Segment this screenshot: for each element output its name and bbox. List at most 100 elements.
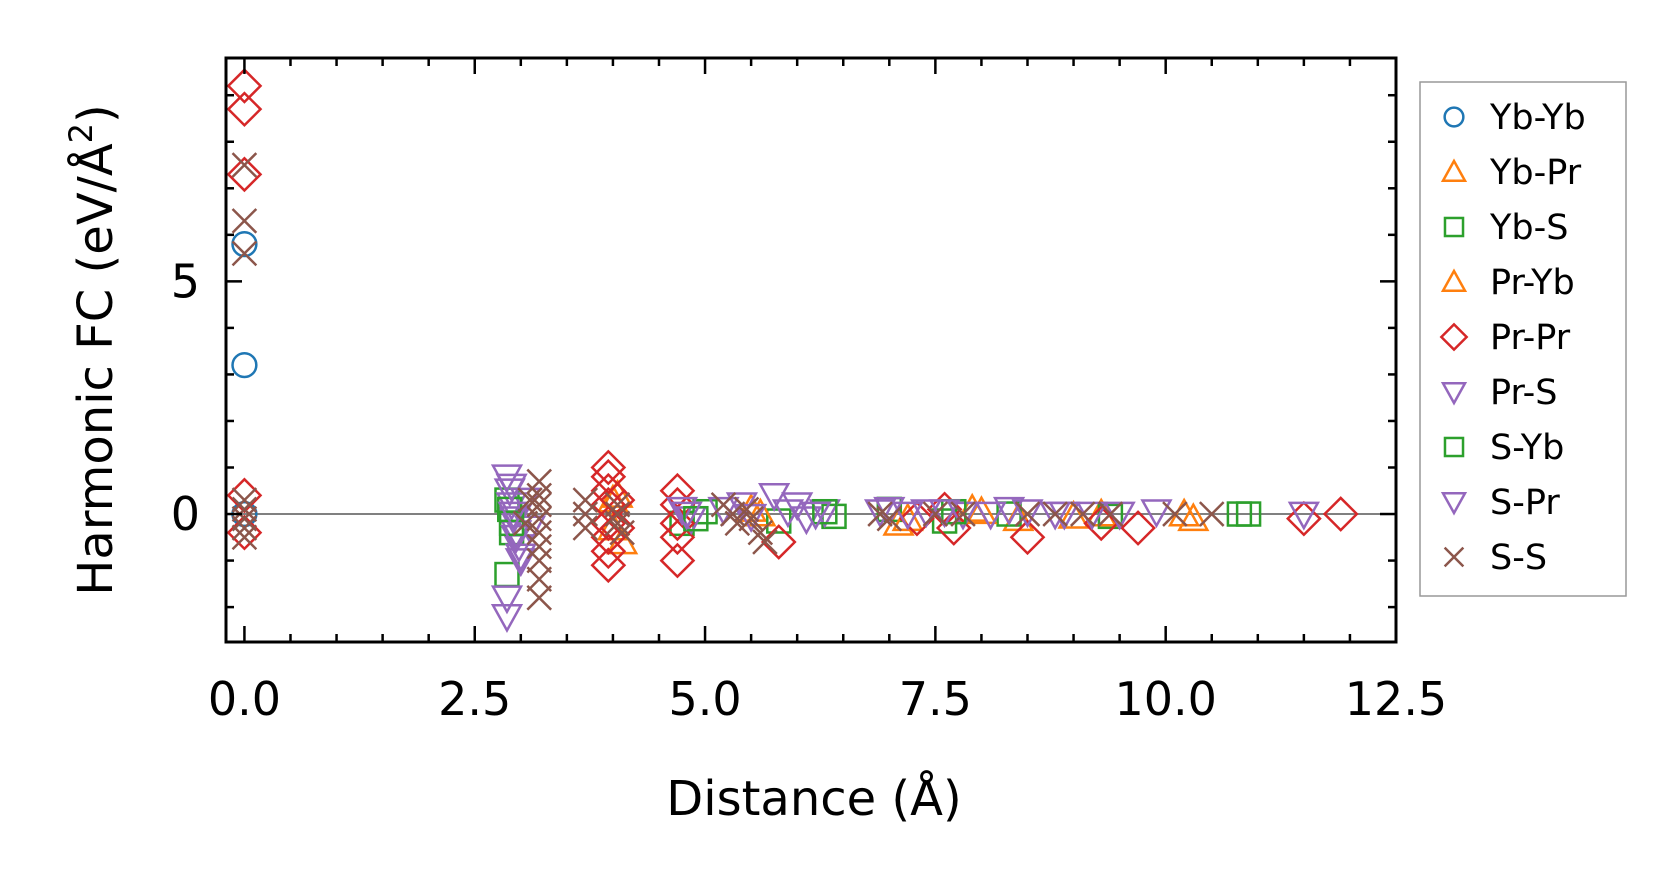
- point-s-s-0: [231, 152, 258, 178]
- point-pr-pr-21: [899, 500, 935, 537]
- point-s-s-36: [950, 501, 976, 527]
- point-s-pr-4: [670, 501, 703, 531]
- axis-ticks-layer: 0.0 2.5 5.0 7.5 10.0 12.5 0 5: [171, 58, 1447, 726]
- legend-marker-yb-pr: [1440, 158, 1468, 183]
- point-s-s-18: [512, 510, 539, 537]
- point-s-s-16: [526, 585, 553, 611]
- legend-label-s-s: S-S: [1490, 538, 1547, 578]
- point-s-s-33: [867, 501, 893, 527]
- point-yb-yb-0: [231, 230, 258, 258]
- point-s-s-22: [604, 491, 631, 518]
- y-axis-label-superscript: 2: [62, 123, 100, 143]
- point-pr-yb-0: [601, 478, 634, 508]
- point-yb-pr-7: [1177, 502, 1210, 532]
- point-s-s-24: [604, 510, 631, 537]
- legend-marker-s-pr: [1440, 491, 1468, 516]
- legend-label-yb-s: Yb-S: [1489, 208, 1568, 248]
- point-s-s-3: [231, 487, 258, 513]
- point-pr-pr-25: [1083, 505, 1120, 542]
- x-tick-label-5: 12.5: [1345, 672, 1447, 726]
- point-s-s-20: [572, 501, 599, 527]
- point-s-pr-2: [500, 524, 533, 554]
- point-pr-s-11: [665, 496, 699, 526]
- point-s-yb-3: [812, 498, 838, 525]
- point-s-pr-9: [863, 499, 897, 529]
- x-tick-label-2: 5.0: [668, 672, 741, 726]
- point-s-s-39: [1069, 501, 1096, 527]
- point-pr-s-20: [946, 501, 980, 531]
- point-pr-pr-11: [590, 533, 627, 570]
- legend-label-pr-yb: Pr-Yb: [1490, 263, 1575, 303]
- point-s-s-23: [604, 501, 631, 527]
- point-pr-pr-10: [590, 519, 627, 556]
- point-s-s-6: [231, 515, 258, 541]
- point-pr-yb-2: [744, 497, 777, 527]
- point-pr-s-14: [758, 482, 791, 512]
- point-pr-s-9: [490, 585, 524, 615]
- point-s-s-2: [231, 240, 258, 267]
- point-s-s-27: [719, 501, 746, 527]
- point-s-s-40: [1097, 501, 1124, 527]
- point-pr-pr-0: [226, 68, 263, 104]
- legend-marker-s-yb: [1443, 436, 1465, 458]
- point-s-s-13: [526, 533, 553, 560]
- point-s-yb-2: [683, 505, 709, 532]
- point-s-yb-5: [1235, 501, 1262, 527]
- legend: Yb-Yb Yb-Pr Yb-S Pr-Yb Pr-Pr Pr-S S-Yb S-Pr S-S: [1419, 81, 1627, 597]
- point-s-pr-10: [891, 501, 924, 531]
- point-s-s-14: [526, 547, 553, 574]
- point-pr-pr-28: [1322, 496, 1359, 532]
- point-s-s-25: [609, 519, 635, 546]
- point-s-s-21: [572, 515, 599, 541]
- point-s-pr-12: [974, 501, 1007, 531]
- point-s-s-42: [1198, 501, 1225, 527]
- point-s-s-9: [526, 482, 553, 509]
- legend-marker-pr-s: [1440, 381, 1468, 406]
- point-pr-pr-18: [659, 519, 696, 556]
- data-points-layer: [226, 68, 1359, 633]
- point-pr-pr-1: [226, 91, 263, 128]
- point-pr-yb-4: [965, 495, 998, 525]
- point-s-s-19: [572, 487, 599, 513]
- legend-label-yb-pr: Yb-Pr: [1489, 153, 1582, 193]
- point-pr-pr-2: [226, 156, 263, 193]
- legend-items: Yb-Yb Yb-Pr Yb-S Pr-Yb Pr-Pr Pr-S S-Yb S-Pr S-S: [1439, 98, 1586, 578]
- point-pr-pr-9: [590, 505, 627, 542]
- plot-frame: [224, 56, 1398, 644]
- x-axis-label: Distance (Å): [666, 770, 961, 827]
- point-s-s-17: [517, 487, 543, 513]
- point-pr-pr-20: [760, 524, 797, 560]
- point-s-pr-0: [495, 473, 528, 503]
- point-pr-pr-27: [1286, 500, 1322, 537]
- point-pr-s-2: [495, 492, 528, 522]
- point-s-s-8: [526, 468, 553, 495]
- point-s-s-41: [1162, 501, 1188, 527]
- legend-label-pr-pr: Pr-Pr: [1490, 318, 1571, 358]
- point-pr-pr-24: [1009, 519, 1046, 556]
- legend-marker-pr-pr: [1439, 322, 1469, 352]
- point-s-s-28: [724, 510, 751, 537]
- point-pr-s-21: [992, 496, 1026, 526]
- point-pr-s-25: [1287, 501, 1320, 531]
- point-s-pr-1: [497, 501, 530, 531]
- y-tick-label-1: 5: [171, 254, 200, 308]
- point-s-yb-1: [498, 510, 525, 537]
- point-s-pr-13: [1011, 499, 1044, 529]
- point-s-s-7: [231, 524, 258, 551]
- legend-marker-pr-yb: [1440, 268, 1468, 293]
- point-pr-pr-17: [659, 505, 696, 542]
- y-axis-label-close: ): [68, 104, 124, 123]
- legend-marker-s-s: [1443, 546, 1465, 568]
- point-pr-pr-5: [590, 449, 627, 486]
- legend-label-s-pr: S-Pr: [1490, 483, 1560, 523]
- point-s-s-34: [876, 505, 903, 532]
- point-s-s-5: [231, 505, 258, 532]
- point-s-pr-8: [799, 501, 832, 531]
- point-s-s-1: [231, 208, 258, 234]
- point-pr-s-24: [1140, 499, 1173, 529]
- point-s-s-10: [526, 491, 553, 518]
- legend-marker-yb-yb: [1443, 106, 1465, 128]
- x-tick-label-4: 10.0: [1114, 672, 1216, 726]
- legend-label-yb-yb: Yb-Yb: [1489, 98, 1586, 138]
- x-tick-label-1: 2.5: [438, 672, 511, 726]
